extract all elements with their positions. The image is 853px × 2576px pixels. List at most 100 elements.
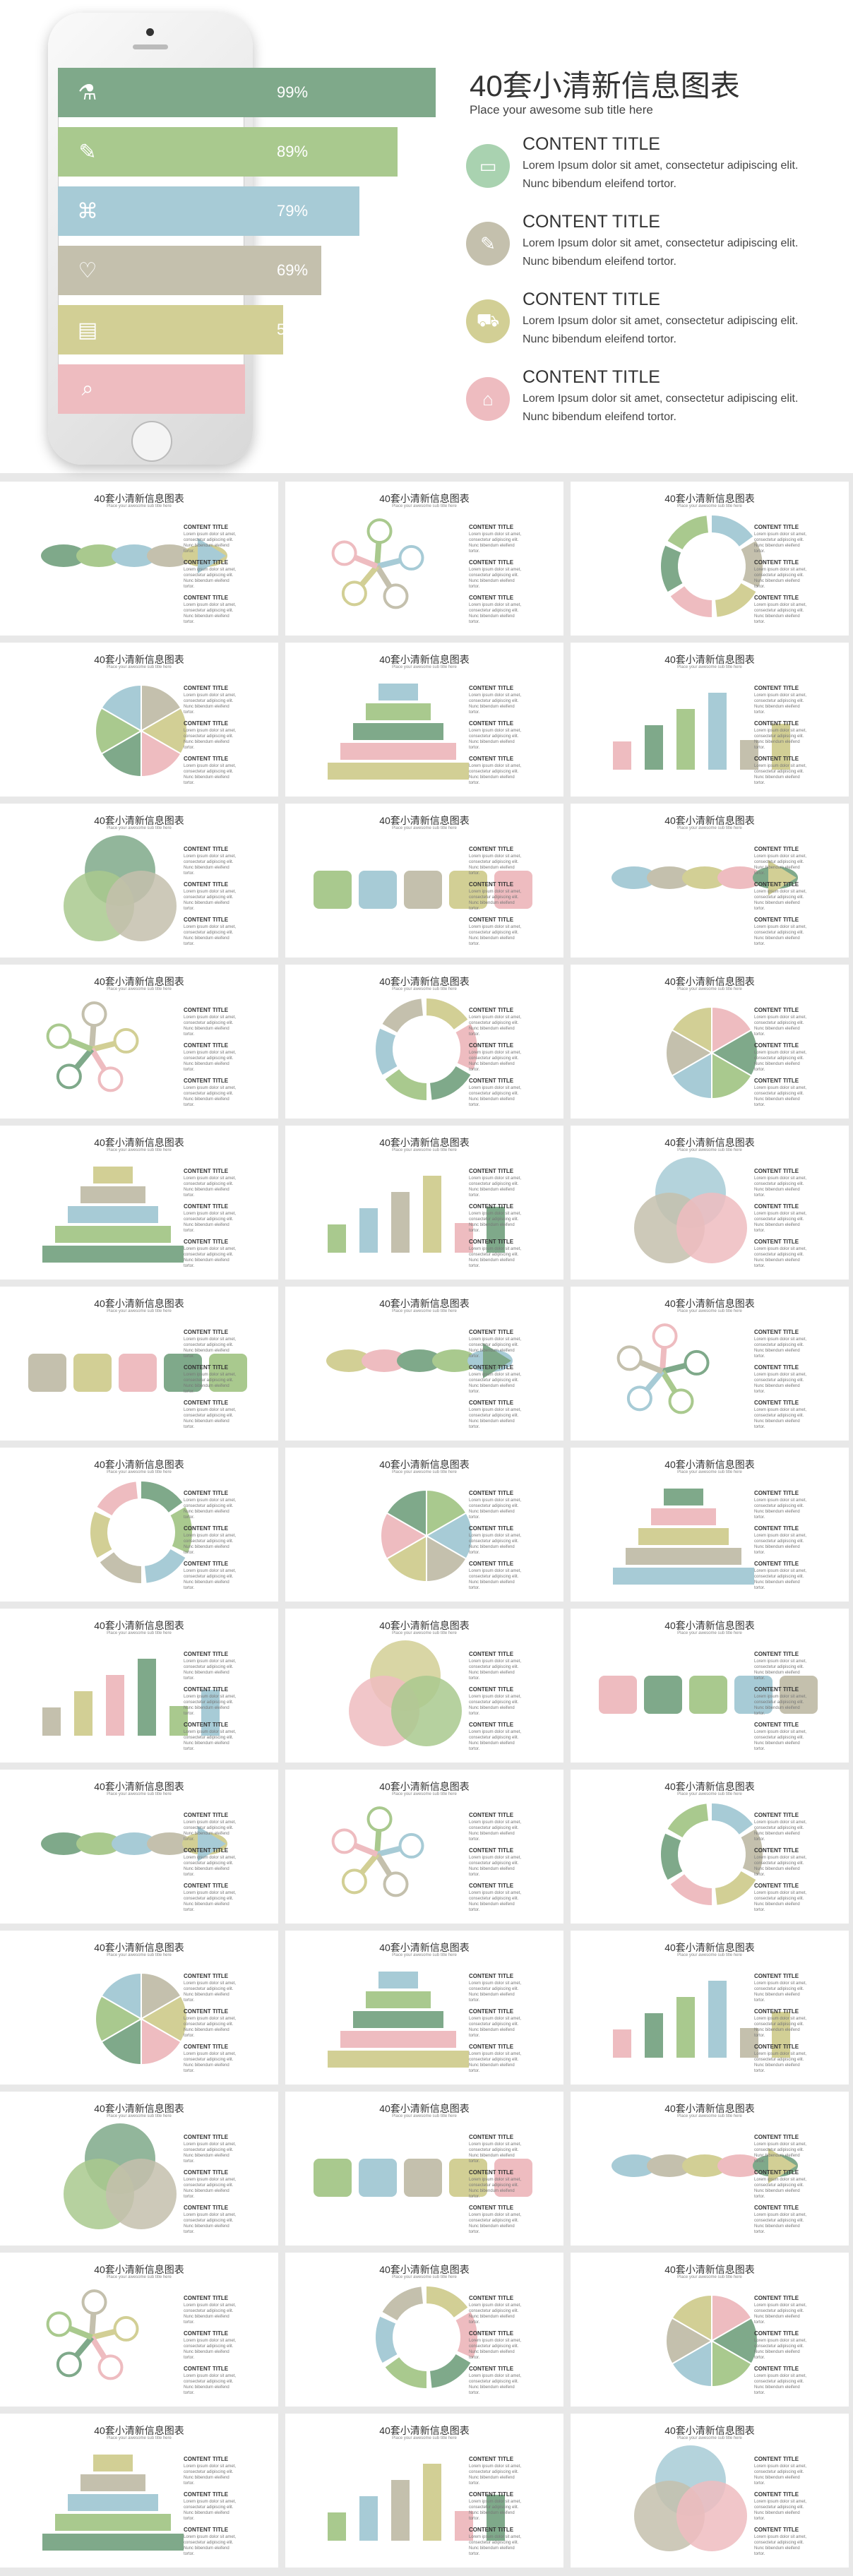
hub-node bbox=[383, 583, 409, 609]
hero-slide: ⚗ 99% ✎ 89% ⌘ 79% ♡ 69% ▤ 59% ⌕ 49% 40套小清新信息图表 Plac… bbox=[0, 0, 853, 473]
content-label: CONTENT TITLE Lorem ipsum dolor sit amet,… bbox=[469, 1400, 522, 1429]
ring-segment bbox=[455, 2312, 477, 2359]
hub-node bbox=[341, 580, 367, 607]
slide-title: 40套小清新信息图表 bbox=[94, 1459, 184, 1470]
pie-slice bbox=[141, 729, 182, 778]
slide-thumbnail[interactable]: 40套小清新信息图表 Place your awesome sub title h… bbox=[571, 1287, 849, 1441]
slide-thumbnail[interactable]: 40套小清新信息图表 Place your awesome sub title h… bbox=[0, 1770, 278, 1924]
arrow-head bbox=[198, 538, 226, 573]
slide-thumbnail[interactable]: 40套小清新信息图表 Place your awesome sub title h… bbox=[285, 1931, 563, 2085]
slide-subtitle: Place your awesome sub title here bbox=[107, 1470, 172, 1474]
slide-thumbnail[interactable]: 40套小清新信息图表 Place your awesome sub title h… bbox=[571, 643, 849, 797]
infographic-graphic bbox=[613, 1489, 754, 1585]
slide-title: 40套小清新信息图表 bbox=[379, 2103, 470, 2114]
content-label: CONTENT TITLE Lorem ipsum dolor sit amet,… bbox=[184, 1722, 237, 1751]
chain-link bbox=[612, 866, 657, 889]
slide-thumbnail[interactable]: 40套小清新信息图表 Place your awesome sub title h… bbox=[285, 1287, 563, 1441]
slide-thumbnail[interactable]: 40套小清新信息图表 Place your awesome sub title h… bbox=[285, 1609, 563, 1763]
pie-slice bbox=[100, 684, 142, 732]
slide-thumbnail[interactable]: 40套小清新信息图表 Place your awesome sub title h… bbox=[571, 2414, 849, 2568]
slide-thumbnail[interactable]: 40套小清新信息图表 Place your awesome sub title h… bbox=[0, 965, 278, 1119]
slide-thumbnail[interactable]: 40套小清新信息图表 Place your awesome sub title h… bbox=[285, 2414, 563, 2568]
chain-link bbox=[41, 544, 86, 567]
slide-thumbnail[interactable]: 40套小清新信息图表 Place your awesome sub title h… bbox=[0, 482, 278, 636]
infographic-graphic bbox=[665, 1006, 758, 1100]
slide-title: 40套小清新信息图表 bbox=[664, 976, 755, 987]
slide-thumbnail[interactable]: 40套小清新信息图表 Place your awesome sub title h… bbox=[0, 1448, 278, 1602]
slide-thumbnail[interactable]: 40套小清新信息图表 Place your awesome sub title h… bbox=[0, 1931, 278, 2085]
content-label: CONTENT TITLE Lorem ipsum dolor sit amet,… bbox=[469, 2169, 522, 2199]
percent-label: 69% bbox=[277, 261, 309, 279]
slide-thumbnail[interactable]: 40套小清新信息图表 Place your awesome sub title h… bbox=[571, 482, 849, 636]
slide-thumbnail[interactable]: 40套小清新信息图表 Place your awesome sub title h… bbox=[285, 643, 563, 797]
infographic-graphic bbox=[349, 1640, 462, 1746]
slide-thumbnail[interactable]: 40套小清新信息图表 Place your awesome sub title h… bbox=[0, 1126, 278, 1280]
stack-layer bbox=[613, 1568, 754, 1585]
content-label: CONTENT TITLE Lorem ipsum dolor sit amet,… bbox=[184, 2008, 237, 2038]
stack-layer bbox=[93, 2455, 133, 2471]
tile bbox=[314, 871, 352, 909]
bar bbox=[74, 1691, 93, 1736]
content-label: CONTENT TITLE Lorem ipsum dolor sit amet,… bbox=[184, 2044, 237, 2073]
pie-slice bbox=[380, 1512, 429, 1560]
slide-thumbnail[interactable]: 40套小清新信息图表 Place your awesome sub title h… bbox=[0, 2414, 278, 2568]
content-item: ⛟ CONTENT TITLE Lorem Ipsum dolor sit amet… bbox=[466, 290, 833, 360]
slide-thumbnail[interactable]: 40套小清新信息图表 Place your awesome sub title h… bbox=[285, 1448, 563, 1602]
slide-thumbnail[interactable]: 40套小清新信息图表 Place your awesome sub title h… bbox=[0, 2092, 278, 2246]
chain-link bbox=[647, 866, 692, 889]
slide-title: 40套小清新信息图表 bbox=[664, 1942, 755, 1953]
slide-subtitle: Place your awesome sub title here bbox=[107, 1309, 172, 1313]
venn-circle bbox=[106, 2159, 177, 2229]
slide-thumbnail[interactable]: 40套小清新信息图表 Place your awesome sub title h… bbox=[285, 965, 563, 1119]
slide-thumbnail[interactable]: 40套小清新信息图表 Place your awesome sub title h… bbox=[571, 1931, 849, 2085]
bar bbox=[359, 2496, 378, 2541]
slide-thumbnail[interactable]: 40套小清新信息图表 Place your awesome sub title h… bbox=[571, 965, 849, 1119]
stack-layer bbox=[42, 1246, 184, 1263]
pie-slice bbox=[710, 2317, 758, 2365]
chain-link bbox=[682, 2154, 727, 2177]
ring-segment bbox=[667, 1803, 709, 1838]
slide-thumbnail[interactable]: 40套小清新信息图表 Place your awesome sub title h… bbox=[571, 804, 849, 958]
pencil-icon: ✎ bbox=[78, 140, 97, 164]
content-label: CONTENT TITLE Lorem ipsum dolor sit amet,… bbox=[469, 1812, 522, 1842]
slide-thumbnail[interactable]: 40套小清新信息图表 Place your awesome sub title h… bbox=[0, 1287, 278, 1441]
hub-node bbox=[668, 1388, 694, 1414]
content-label: CONTENT TITLE Lorem ipsum dolor sit amet,… bbox=[754, 1686, 807, 1716]
content-label: CONTENT TITLE Lorem ipsum dolor sit amet,… bbox=[184, 756, 237, 785]
slide-thumbnail[interactable]: 40套小清新信息图表 Place your awesome sub title h… bbox=[0, 643, 278, 797]
slide-thumbnail[interactable]: 40套小清新信息图表 Place your awesome sub title h… bbox=[285, 482, 563, 636]
slide-thumbnail[interactable]: 40套小清新信息图表 Place your awesome sub title h… bbox=[0, 804, 278, 958]
slide-thumbnail[interactable]: 40套小清新信息图表 Place your awesome sub title h… bbox=[571, 1770, 849, 1924]
slide-thumbnail[interactable]: 40套小清新信息图表 Place your awesome sub title h… bbox=[571, 2092, 849, 2246]
slide-thumbnail[interactable]: 40套小清新信息图表 Place your awesome sub title h… bbox=[285, 2253, 563, 2407]
slide-thumbnail[interactable]: 40套小清新信息图表 Place your awesome sub title h… bbox=[285, 1126, 563, 1280]
slide-thumbnail[interactable]: 40套小清新信息图表 Place your awesome sub title h… bbox=[0, 1609, 278, 1763]
bar bbox=[328, 1224, 346, 1253]
stack-layer bbox=[340, 2031, 456, 2048]
hub-node bbox=[113, 2315, 139, 2342]
flask-icon: ⚗ bbox=[78, 80, 97, 105]
bar bbox=[676, 709, 695, 770]
slide-subtitle: Place your awesome sub title here bbox=[392, 826, 457, 830]
slide-thumbnail[interactable]: 40套小清新信息图表 Place your awesome sub title h… bbox=[0, 2253, 278, 2407]
content-label: CONTENT TITLE Lorem ipsum dolor sit amet,… bbox=[184, 1525, 237, 1555]
monitor-icon: ▭ bbox=[466, 144, 510, 188]
slide-thumbnail[interactable]: 40套小清新信息图表 Place your awesome sub title h… bbox=[571, 1126, 849, 1280]
content-label: CONTENT TITLE Lorem ipsum dolor sit amet,… bbox=[754, 2527, 807, 2556]
venn-circle bbox=[391, 1676, 462, 1746]
infographic-graphic bbox=[634, 2445, 747, 2551]
content-label: CONTENT TITLE Lorem ipsum dolor sit amet,… bbox=[754, 1525, 807, 1555]
content-label: CONTENT TITLE Lorem ipsum dolor sit amet,… bbox=[754, 1973, 807, 2003]
content-label: CONTENT TITLE Lorem ipsum dolor sit amet,… bbox=[754, 2491, 807, 2521]
slide-subtitle: Place your awesome sub title here bbox=[677, 1470, 742, 1474]
slide-thumbnail[interactable]: 40套小清新信息图表 Place your awesome sub title h… bbox=[571, 2253, 849, 2407]
slide-title: 40套小清新信息图表 bbox=[94, 1781, 184, 1792]
slide-thumbnail[interactable]: 40套小清新信息图表 Place your awesome sub title h… bbox=[285, 1770, 563, 1924]
content-label: CONTENT TITLE Lorem ipsum dolor sit amet,… bbox=[469, 1651, 522, 1681]
slide-thumbnail[interactable]: 40套小清新信息图表 Place your awesome sub title h… bbox=[285, 2092, 563, 2246]
content-label: CONTENT TITLE Lorem ipsum dolor sit amet,… bbox=[754, 881, 807, 911]
slide-thumbnail[interactable]: 40套小清新信息图表 Place your awesome sub title h… bbox=[285, 804, 563, 958]
slide-thumbnail[interactable]: 40套小清新信息图表 Place your awesome sub title h… bbox=[571, 1448, 849, 1602]
slide-thumbnail[interactable]: 40套小清新信息图表 Place your awesome sub title h… bbox=[571, 1609, 849, 1763]
content-label: CONTENT TITLE Lorem ipsum dolor sit amet,… bbox=[469, 1847, 522, 1877]
